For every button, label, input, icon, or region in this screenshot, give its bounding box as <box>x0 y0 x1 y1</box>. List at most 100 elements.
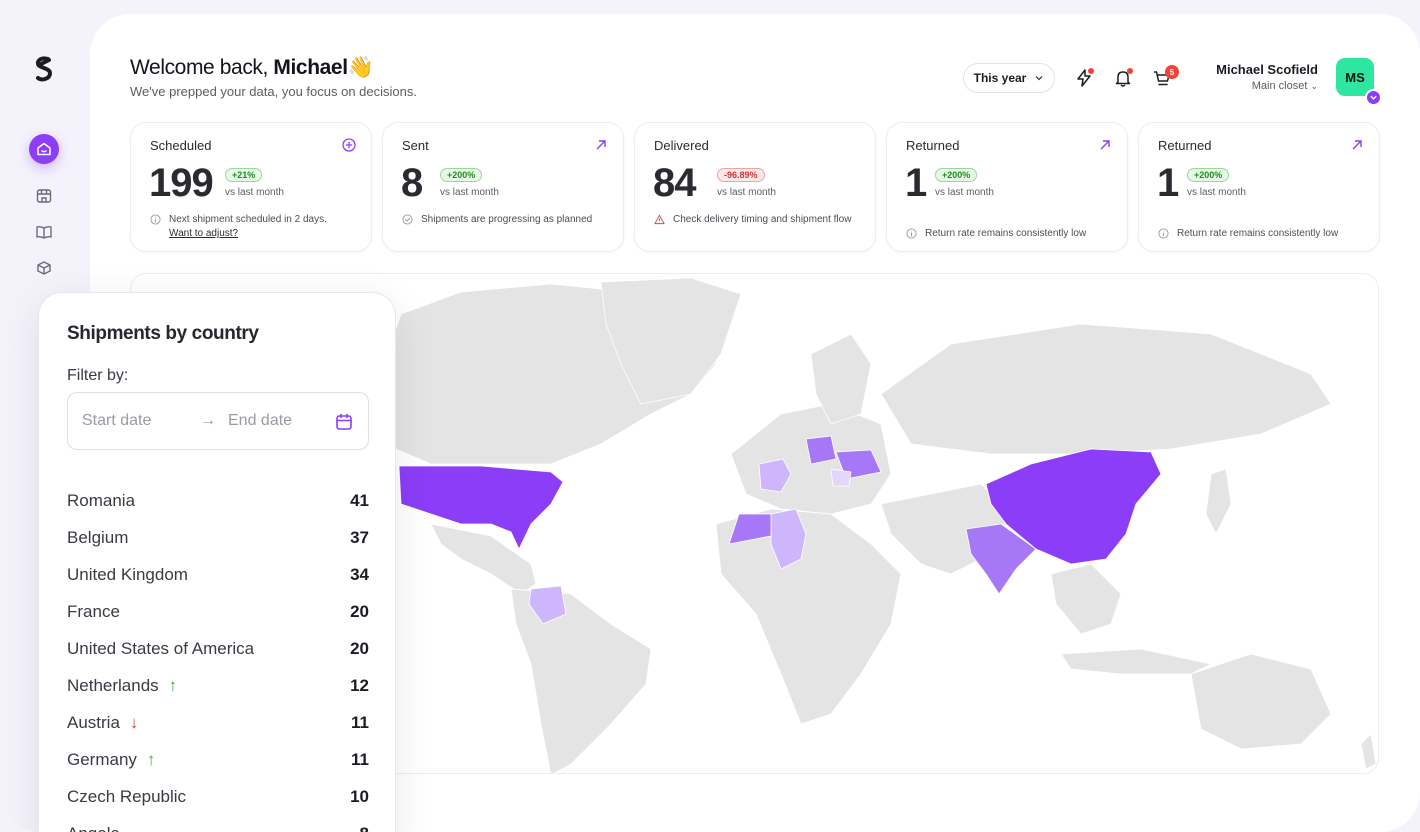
book-icon <box>36 225 52 239</box>
panel-title: Shipments by country <box>67 323 259 344</box>
card-title: Scheduled <box>150 138 212 153</box>
country-row[interactable]: Belgium 37 <box>67 526 369 550</box>
country-row[interactable]: United Kingdom 34 <box>67 563 369 587</box>
country-row[interactable]: France 20 <box>67 600 369 624</box>
map-region-new-zealand <box>1360 733 1377 770</box>
cart-count-badge: 5 <box>1165 65 1179 79</box>
map-country-poland <box>805 435 837 465</box>
home-icon <box>37 142 51 156</box>
card-value: 84 <box>653 161 696 205</box>
country-name: Belgium <box>67 528 129 547</box>
arrow-up-right-icon[interactable] <box>1349 137 1365 153</box>
stat-card-returned-2[interactable]: Returned 1 +200% vs last month Return ra… <box>1138 122 1380 252</box>
map-country-india <box>965 523 1037 595</box>
country-row[interactable]: Germany ↑ 11 <box>67 748 369 772</box>
card-note: Return rate remains consistently low <box>1158 227 1338 241</box>
country-name: Netherlands ↑ <box>67 676 178 695</box>
change-caption: vs last month <box>225 187 284 198</box>
page-subtitle: We've prepped your data, you focus on de… <box>130 84 417 99</box>
user-workspace[interactable]: Main closet ⌄ <box>1251 80 1318 92</box>
period-label: This year <box>973 71 1027 85</box>
notifications-button[interactable] <box>1111 66 1135 90</box>
chevron-down-icon: ⌄ <box>1310 81 1318 91</box>
change-caption: vs last month <box>1187 187 1246 198</box>
world-map[interactable] <box>131 274 1379 774</box>
box-icon <box>37 261 51 275</box>
avatar-menu-badge[interactable] <box>1365 89 1382 106</box>
stat-card-sent[interactable]: Sent 8 +200% vs last month Shipments are… <box>382 122 624 252</box>
sidebar-item-store[interactable] <box>29 181 59 211</box>
arrow-right-icon: → <box>200 412 216 429</box>
country-count: 12 <box>350 676 369 695</box>
sidebar-item-home[interactable] <box>29 134 59 164</box>
app-logo-icon[interactable] <box>30 54 58 84</box>
country-row[interactable]: Romania 41 <box>67 489 369 513</box>
sidebar <box>0 0 90 832</box>
map-country-algeria <box>770 508 807 570</box>
map-region-greenland <box>600 277 742 405</box>
check-circle-icon <box>402 214 413 225</box>
map-country-romania <box>830 468 852 487</box>
country-row[interactable]: Angola 8 <box>67 822 369 832</box>
country-row[interactable]: Czech Republic 10 <box>67 785 369 809</box>
card-note: Check delivery timing and shipment flow <box>654 213 854 227</box>
warning-icon <box>654 214 665 225</box>
sidebar-item-shipments[interactable] <box>29 253 59 283</box>
country-row[interactable]: United States of America 20 <box>67 637 369 661</box>
date-range-input[interactable]: Start date → End date <box>67 392 369 450</box>
lightning-icon <box>1077 69 1091 87</box>
sidebar-item-catalog[interactable] <box>29 217 59 247</box>
period-select[interactable]: This year <box>963 63 1055 93</box>
country-row[interactable]: Austria ↓ 11 <box>67 711 369 735</box>
wave-emoji: 👋 <box>347 56 374 79</box>
store-icon <box>36 189 52 203</box>
country-count: 11 <box>351 713 369 732</box>
change-badge: +200% <box>440 168 483 182</box>
stat-card-returned[interactable]: Returned 1 +200% vs last month Return ra… <box>886 122 1128 252</box>
card-value: 1 <box>1157 161 1179 205</box>
card-value: 8 <box>401 161 423 205</box>
plus-circle-icon[interactable] <box>341 137 357 153</box>
map-region-south-america <box>510 588 652 773</box>
card-title: Sent <box>402 138 429 153</box>
end-date-input[interactable]: End date <box>228 412 293 429</box>
card-title: Delivered <box>654 138 709 153</box>
country-count: 20 <box>350 602 369 621</box>
user-name[interactable]: Michael Scofield <box>1216 62 1318 77</box>
country-name: Angola <box>67 824 120 832</box>
notification-dot <box>1127 68 1133 74</box>
country-row[interactable]: Netherlands ↑ 12 <box>67 674 369 698</box>
adjust-link[interactable]: Want to adjust? <box>169 228 239 239</box>
start-date-input[interactable]: Start date <box>82 412 152 429</box>
page-title: Welcome back, Michael👋 <box>130 56 374 79</box>
info-icon <box>1158 228 1169 239</box>
change-caption: vs last month <box>717 187 776 198</box>
country-name: United States of America <box>67 639 255 658</box>
map-country-usa <box>398 465 564 550</box>
arrow-up-right-icon[interactable] <box>1097 137 1113 153</box>
map-region-australia <box>1190 653 1332 750</box>
trend-up-icon: ↑ <box>146 750 156 769</box>
country-count: 20 <box>350 639 369 658</box>
country-count: 11 <box>351 750 369 769</box>
quick-actions-button[interactable] <box>1072 66 1096 90</box>
map-region-indonesia <box>1060 648 1213 675</box>
stat-card-scheduled[interactable]: Scheduled 199 +21% vs last month Next sh… <box>130 122 372 252</box>
map-country-france <box>758 458 792 493</box>
chevron-down-icon <box>1035 76 1043 81</box>
card-title: Returned <box>1158 138 1212 153</box>
country-name: Czech Republic <box>67 787 187 806</box>
map-country-china <box>985 448 1162 565</box>
change-badge: +200% <box>935 168 978 182</box>
change-caption: vs last month <box>935 187 994 198</box>
country-name: Romania <box>67 491 136 510</box>
calendar-icon[interactable] <box>334 412 354 432</box>
arrow-up-right-icon[interactable] <box>593 137 609 153</box>
stat-card-delivered[interactable]: Delivered 84 -96.89% vs last month Check… <box>634 122 876 252</box>
map-region-africa <box>715 508 902 725</box>
change-badge: -96.89% <box>717 168 765 182</box>
card-title: Returned <box>906 138 960 153</box>
country-count: 8 <box>360 824 369 832</box>
card-value: 1 <box>905 161 927 205</box>
